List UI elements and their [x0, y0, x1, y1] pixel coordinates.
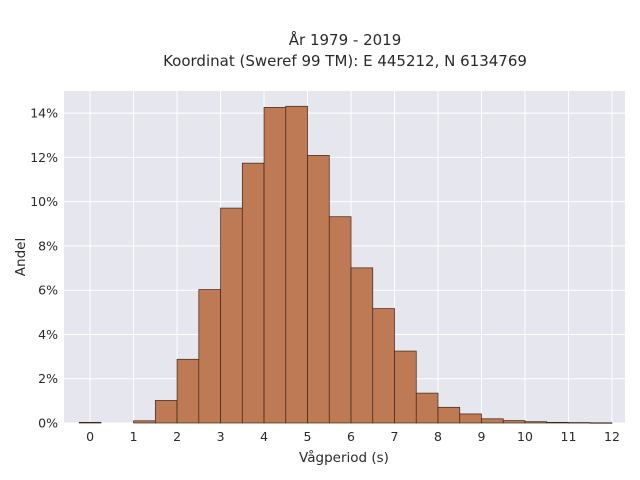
x-tick-label: 6 [347, 429, 355, 444]
x-tick-label: 7 [391, 429, 399, 444]
histogram-bar [78, 421, 102, 424]
histogram-bar [589, 422, 613, 424]
y-tick-label: 14% [30, 106, 58, 121]
histogram-bar [350, 267, 374, 424]
x-tick-label: 9 [478, 429, 486, 444]
histogram-bar [502, 420, 526, 424]
y-tick-label: 2% [38, 371, 58, 386]
y-tick-label: 8% [38, 238, 58, 253]
histogram-bar [328, 216, 352, 424]
y-axis-label: Andel [13, 238, 29, 276]
x-axis-label: Vågperiod (s) [299, 449, 389, 466]
x-tick-label: 12 [604, 429, 620, 444]
histogram-bar [154, 400, 178, 424]
bars-group [78, 105, 613, 424]
histogram-bar [307, 155, 330, 424]
histogram-bar [285, 105, 308, 424]
histogram-bar [133, 420, 156, 424]
histogram-bar [263, 107, 287, 424]
x-tick-label: 11 [561, 429, 577, 444]
x-tick-label: 2 [173, 429, 181, 444]
histogram-bar [568, 422, 591, 424]
histogram-bar [220, 207, 243, 424]
histogram-bar [524, 421, 548, 424]
histogram-bar [176, 358, 200, 424]
y-tick-label: 6% [38, 283, 58, 298]
chart-title-line1: År 1979 - 2019 [289, 30, 402, 49]
x-tick-label: 10 [517, 429, 533, 444]
x-tick-label: 8 [434, 429, 442, 444]
x-tick-label: 0 [86, 429, 94, 444]
x-tick-label: 4 [260, 429, 268, 444]
x-axis-ticks: 0 1 2 3 4 5 6 7 8 9 10 11 12 [86, 429, 620, 444]
x-tick-label: 3 [217, 429, 225, 444]
histogram-bar [198, 289, 221, 424]
histogram-bar [546, 421, 569, 424]
histogram-bar [372, 308, 395, 424]
chart-title-line2: Koordinat (Sweref 99 TM): E 445212, N 61… [163, 52, 527, 70]
x-tick-label: 1 [130, 429, 138, 444]
y-axis-ticks: 0% 2% 4% 6% 8% 10% 12% 14% [30, 106, 58, 431]
histogram-bar [481, 418, 504, 424]
y-tick-label: 10% [30, 194, 58, 209]
y-tick-label: 4% [38, 327, 58, 342]
histogram-bar [394, 350, 417, 424]
x-tick-label: 5 [304, 429, 312, 444]
histogram-bar [241, 162, 265, 424]
y-tick-label: 0% [38, 416, 58, 431]
histogram-bar [437, 406, 461, 424]
y-tick-label: 12% [30, 150, 58, 165]
histogram-bar [415, 392, 439, 424]
histogram-bar [459, 413, 482, 424]
